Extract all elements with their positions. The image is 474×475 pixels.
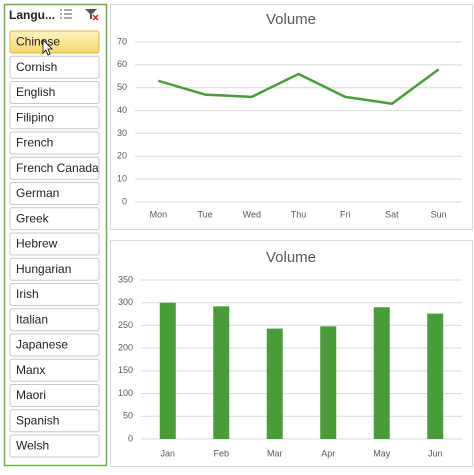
multi-select-icon[interactable] bbox=[60, 9, 72, 19]
slicer-item[interactable] bbox=[9, 30, 100, 54]
slicer-item[interactable] bbox=[9, 333, 100, 357]
y-tick-label: 20 bbox=[117, 151, 127, 161]
bar bbox=[159, 302, 176, 439]
slicer-item[interactable] bbox=[9, 409, 100, 433]
y-tick-label: 150 bbox=[118, 365, 133, 375]
x-tick-label: Apr bbox=[321, 448, 335, 458]
x-tick-label: Thu bbox=[291, 209, 307, 219]
x-tick-label: Mon bbox=[150, 209, 168, 219]
bar bbox=[213, 306, 230, 439]
x-tick-label: Sun bbox=[431, 209, 447, 219]
y-tick-label: 250 bbox=[118, 320, 133, 330]
slicer-item-label: French Canada bbox=[16, 161, 99, 175]
x-tick-label: Jun bbox=[428, 448, 443, 458]
slicer-item[interactable] bbox=[9, 434, 100, 458]
slicer-item-label: Spanish bbox=[16, 413, 59, 427]
chart-title: Volume bbox=[266, 11, 316, 28]
y-tick-label: 30 bbox=[117, 128, 127, 138]
slicer-item-label: Irish bbox=[16, 287, 39, 301]
y-tick-label: 50 bbox=[123, 411, 133, 421]
slicer-item-label: Welsh bbox=[16, 439, 49, 453]
slicer-item-label: Japanese bbox=[16, 338, 68, 352]
slicer-title: Langu... bbox=[9, 8, 55, 22]
slicer-item[interactable] bbox=[9, 358, 100, 382]
slicer-item-label: Cornish bbox=[16, 60, 57, 74]
y-tick-label: 100 bbox=[118, 388, 133, 398]
slicer-item-label: Hebrew bbox=[16, 237, 58, 251]
y-tick-label: 70 bbox=[117, 36, 127, 46]
bar bbox=[373, 307, 390, 439]
x-tick-label: Fri bbox=[340, 209, 351, 219]
y-tick-label: 200 bbox=[118, 343, 133, 353]
line bbox=[158, 68, 440, 105]
slicer-item[interactable] bbox=[9, 81, 100, 104]
x-tick-label: Jan bbox=[160, 448, 175, 458]
slicer-item-label: Chinese bbox=[16, 35, 60, 49]
x-tick-label: Feb bbox=[213, 448, 229, 458]
slicer-item[interactable] bbox=[9, 257, 100, 281]
x-tick-label: Tue bbox=[197, 209, 212, 219]
bar bbox=[266, 328, 283, 439]
chart-title: Volume bbox=[266, 249, 316, 266]
slicer-item-label: French bbox=[16, 136, 53, 150]
slicer-item-label: Manx bbox=[16, 363, 45, 377]
slicer-item-label: Greek bbox=[16, 211, 50, 225]
slicer-item-label: Hungarian bbox=[16, 262, 71, 276]
bar bbox=[320, 326, 337, 439]
slicer-item[interactable] bbox=[9, 182, 100, 205]
bar bbox=[427, 313, 444, 439]
slicer-item[interactable] bbox=[9, 308, 100, 332]
slicer-item[interactable] bbox=[9, 131, 100, 155]
x-tick-label: Wed bbox=[243, 209, 261, 219]
x-tick-label: Mar bbox=[267, 448, 283, 458]
chart-area bbox=[110, 4, 473, 230]
y-tick-label: 60 bbox=[117, 59, 127, 69]
y-tick-label: 0 bbox=[128, 433, 133, 443]
x-tick-label: Sat bbox=[385, 209, 399, 219]
clear-filter-icon[interactable] bbox=[85, 9, 99, 21]
mouse-cursor bbox=[42, 39, 53, 56]
slicer-item-label: German bbox=[16, 186, 59, 200]
slicer-item[interactable] bbox=[9, 232, 100, 256]
slicer-item[interactable] bbox=[9, 207, 100, 231]
slicer-item-label: English bbox=[16, 85, 55, 99]
y-tick-label: 50 bbox=[117, 82, 127, 92]
slicer-item-label: Maori bbox=[16, 388, 46, 402]
y-tick-label: 350 bbox=[118, 274, 133, 284]
y-tick-label: 10 bbox=[117, 174, 127, 184]
slicer-item-label: Italian bbox=[16, 312, 48, 326]
slicer-item[interactable] bbox=[9, 106, 100, 130]
x-tick-label: May bbox=[373, 448, 391, 458]
slicer-item[interactable] bbox=[9, 156, 100, 180]
slicer-item-label: Filipino bbox=[16, 110, 54, 124]
slicer-item[interactable] bbox=[9, 55, 100, 79]
y-tick-label: 0 bbox=[122, 196, 127, 206]
slicer-item[interactable] bbox=[9, 283, 100, 306]
y-tick-label: 40 bbox=[117, 105, 127, 115]
slicer-item[interactable] bbox=[9, 384, 100, 407]
y-tick-label: 300 bbox=[118, 297, 133, 307]
